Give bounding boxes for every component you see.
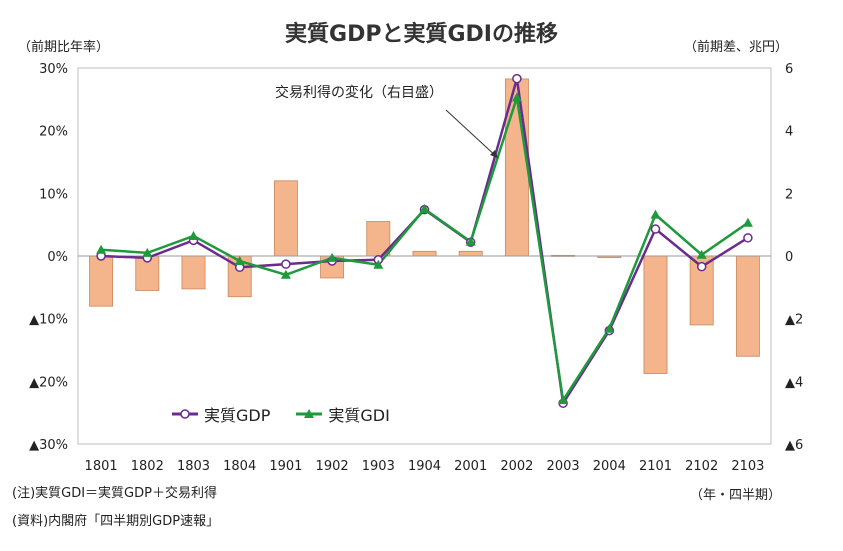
right-tick-label: 6 [785,62,793,77]
left-tick-label: ▲30% [29,438,68,453]
line-series [96,73,753,409]
point-gdi-2102 [696,249,707,259]
bar-1801 [89,255,114,307]
legend-item-gdi: 実質GDI [294,402,390,426]
annotation-arrow [445,109,499,159]
chart-title: 実質GDPと実質GDIの推移 [285,22,558,47]
x-tick-label: 2001 [454,459,487,474]
legend-label-gdi: 実質GDI [328,406,390,425]
right-axis-ticks: 6 4 2 0 ▲2 ▲4 ▲6 [785,62,803,453]
x-tick-label: 1804 [223,459,256,474]
point-gdi-2002 [511,92,522,102]
point-gdi-2001 [465,236,476,246]
x-tick-label: 1803 [177,459,210,474]
right-axis-unit: （前期差、兆円） [684,40,789,55]
footnote: (注)実質GDI＝実質GDP＋交易利得 [12,486,217,501]
x-axis-unit: （年・四半期） [690,488,782,503]
point-gdi-2003 [558,395,569,405]
point-gdi-1903 [373,259,384,269]
right-tick-label: 2 [785,187,793,202]
point-gdi-1801 [96,244,107,254]
x-tick-label: 2103 [731,459,764,474]
point-gdi-1901 [280,269,291,279]
left-tick-label: 20% [39,125,68,140]
point-gdi-1804 [234,256,245,266]
point-gdi-2103 [742,217,753,227]
x-tick-label: 2101 [639,459,672,474]
x-tick-label: 1901 [269,459,302,474]
x-tick-label: 2004 [593,459,626,474]
legend-swatch-gdp [172,409,198,419]
left-axis-ticks: 30% 20% 10% 0% ▲10% ▲20% ▲30% [29,62,68,453]
left-tick-label: ▲20% [29,375,68,390]
x-tick-label: 2002 [500,459,533,474]
point-gdp-2101 [650,224,661,234]
left-tick-label: ▲10% [29,313,68,328]
right-tick-label: ▲4 [785,375,803,390]
legend: 実質GDP 実質GDI [170,402,414,426]
left-axis-unit: （前期比年率） [18,40,110,55]
x-tick-label: 1904 [408,459,441,474]
bar-1901 [273,180,298,257]
bar-series-annotation: 交易利得の変化（右目盛） [275,85,443,101]
point-gdp-2102 [696,261,707,272]
point-gdp-1901 [281,259,291,269]
annotation-arrowhead [490,150,498,158]
x-tick-label: 2102 [685,459,718,474]
point-gdi-2004 [604,323,615,333]
point-gdi-1803 [188,230,199,240]
x-tick-label: 1802 [131,459,164,474]
bar-2103 [735,255,760,357]
x-tick-label: 1902 [316,459,349,474]
legend-swatch-gdi [296,409,323,418]
point-gdp-2002 [512,73,522,84]
x-tick-label: 1903 [362,459,395,474]
bar-1803 [181,255,206,290]
right-tick-label: 0 [785,250,793,265]
bar-1904 [412,250,437,257]
point-gdi-1802 [142,247,153,257]
point-gdi-2101 [650,209,661,219]
left-tick-label: 10% [39,187,68,202]
x-tick-label: 1801 [85,459,118,474]
legend-label-gdp: 実質GDP [204,406,271,425]
right-tick-label: 4 [785,125,793,140]
x-axis-ticks: 1801 1802 1803 1804 1901 1902 1903 1904 2001 2002… [85,459,765,474]
point-gdp-2103 [743,233,753,243]
left-tick-label: 30% [39,62,68,77]
point-gdi-1904 [419,204,430,213]
right-tick-label: ▲6 [785,438,803,453]
right-tick-label: ▲2 [785,313,803,328]
bar-2001 [458,250,483,257]
bar-2101 [643,255,668,374]
x-tick-label: 2003 [547,459,580,474]
source-note: (資料)内閣府「四半期別GDP速報」 [12,514,220,529]
left-tick-label: 0% [47,250,68,265]
point-gdi-1902 [327,252,338,262]
legend-item-gdp: 実質GDP [170,402,270,426]
